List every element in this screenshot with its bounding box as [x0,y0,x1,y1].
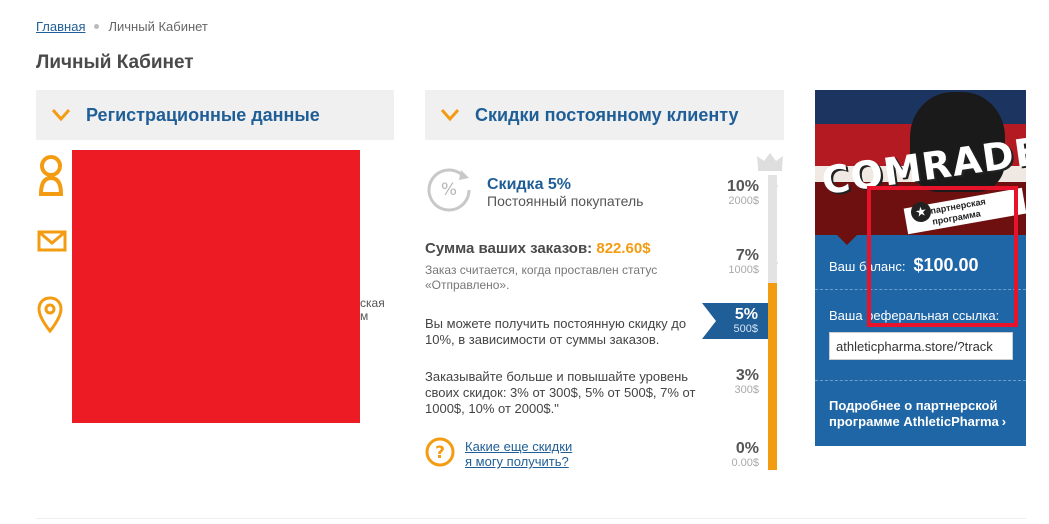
divider [815,380,1026,381]
chevron-down-icon [36,108,86,122]
registration-header-title: Регистрационные данные [86,104,320,125]
partner-program-link[interactable]: Подробнее о партнерской программе Athlet… [829,398,1019,430]
svg-text:?: ? [435,443,445,463]
location-pin-icon [37,296,63,334]
discount-percent-icon: % [427,168,471,212]
level-amount: 2000$ [728,195,759,207]
scale-tick [768,262,778,264]
referral-link-label: Ваша реферальная ссылка: [829,308,1000,323]
orders-sum: Сумма ваших заказов: 822.60$ [425,240,651,257]
address-text-fragment: м [360,309,369,323]
level-percent: 10% [726,178,759,195]
mail-icon [37,230,67,252]
more-discounts-link[interactable]: Какие еще скидки я могу получить? [465,439,572,469]
level-amount: 500$ [733,323,758,335]
active-discount-level: 5% 500$ [702,303,768,339]
highlight-box [867,186,1018,327]
chevron-right-icon: › [1001,414,1007,429]
divider [815,289,1026,290]
current-discount-status: Постоянный покупатель [487,193,644,209]
discount-info-text: Вы можете получить постоянную скидку до … [425,316,687,347]
chevron-down-icon [425,108,475,122]
user-icon [38,155,64,196]
banner-notch [837,235,857,245]
orders-sum-label: Сумма ваших заказов: [425,240,593,257]
more-discounts-link-line-1[interactable]: Какие еще скидки [465,439,573,454]
level-percent: 5% [734,306,758,323]
discount-levels-text: Заказывайте больше и повышайте уровень с… [425,369,696,416]
balance-value: $100.00 [913,255,979,275]
discount-level-7: 7% 1000$ [728,247,759,276]
address-text-fragment: ская [360,296,385,310]
orders-sum-note: Заказ считается, когда проставлен статус… [425,263,658,292]
referral-link-input[interactable] [829,332,1013,360]
level-percent: 0% [735,440,759,457]
current-discount-title: Скидка 5% [487,176,572,193]
discounts-header[interactable]: Скидки постоянному клиенту [425,90,784,140]
discount-level-10: 10% 2000$ [727,178,759,207]
level-amount: 0.00$ [731,457,759,469]
svg-text:%: % [441,180,457,200]
question-icon[interactable]: ? [425,437,455,467]
breadcrumb: Главная Личный Кабинет [36,19,208,34]
banner-portrait [910,92,1005,192]
scale-tick [768,185,778,187]
discounts-header-title: Скидки постоянному клиенту [475,104,739,125]
more-discounts-link-line-2[interactable]: я могу получить? [465,454,569,469]
registration-header[interactable]: Регистрационные данные [36,90,394,140]
orders-sum-value: 822.60$ [596,240,651,257]
divider [36,518,1026,519]
crown-icon [757,153,783,171]
discount-level-3: 3% 300$ [735,367,759,396]
breadcrumb-current: Личный Кабинет [108,19,208,34]
partner-program-link-text[interactable]: Подробнее о партнерской программе Athlet… [829,398,999,429]
discount-scale-track [768,175,777,283]
breadcrumb-home-link[interactable]: Главная [36,19,86,34]
page-title: Личный Кабинет [36,52,194,73]
level-percent: 3% [735,367,759,384]
redacted-area [72,150,360,423]
breadcrumb-separator [94,24,100,29]
discount-scale-progress [768,283,777,470]
level-amount: 300$ [734,384,759,396]
partner-banner[interactable]: COMRADE партнерская программа ★ [815,90,1026,235]
discount-level-0: 0% 0.00$ [731,440,759,469]
level-amount: 1000$ [728,264,759,276]
level-percent: 7% [735,247,759,264]
